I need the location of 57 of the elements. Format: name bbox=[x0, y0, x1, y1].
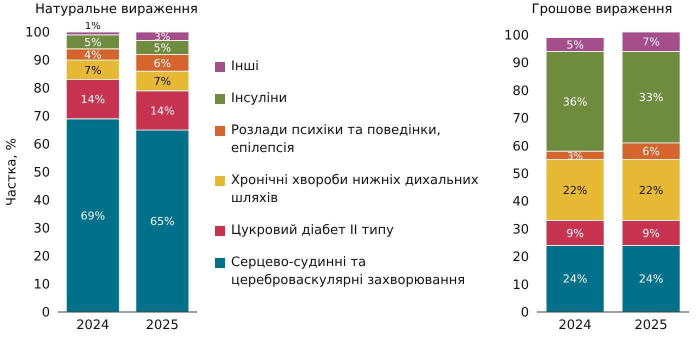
data-label: 36% bbox=[562, 95, 588, 108]
y-tick-label: 40 bbox=[512, 194, 529, 210]
data-label: 14% bbox=[150, 104, 175, 118]
data-label: 22% bbox=[638, 184, 664, 198]
legend-label: Хронічні хвороби нижніх дихальних шляхів bbox=[231, 172, 480, 208]
y-tick-label: 80 bbox=[512, 84, 529, 99]
data-label: 22% bbox=[562, 184, 588, 198]
data-label: 65% bbox=[150, 215, 175, 228]
data-label: 3% bbox=[154, 32, 170, 44]
data-label: 5% bbox=[154, 41, 172, 54]
legend-label: Розлади психіки та поведінки, епілепсія bbox=[231, 122, 442, 158]
data-label: 7% bbox=[642, 36, 660, 49]
x-tick-label: 2024 bbox=[558, 318, 592, 334]
data-label: 69% bbox=[80, 209, 106, 222]
text: Серцево-судинні та цереброваскулярні захворювання bbox=[231, 254, 466, 290]
x-tick-label: 2025 bbox=[146, 318, 179, 334]
x-tick-label: 2024 bbox=[76, 318, 110, 334]
y-tick-label: 30 bbox=[33, 222, 50, 237]
data-label: 9% bbox=[642, 226, 660, 240]
y-tick-label: 90 bbox=[33, 54, 50, 69]
data-label: 33% bbox=[638, 91, 664, 104]
y-tick-label: 90 bbox=[512, 56, 529, 72]
data-label: 14% bbox=[80, 93, 106, 106]
data-label: 6% bbox=[154, 56, 172, 70]
y-tick-label: 60 bbox=[512, 139, 529, 154]
chart-title: Грошове вираження bbox=[530, 1, 674, 19]
data-label: 7% bbox=[154, 75, 172, 88]
legend-label: Цукровий діабет II типу bbox=[231, 222, 394, 240]
y-tick-label: 70 bbox=[33, 110, 50, 125]
data-label: 4% bbox=[84, 48, 102, 62]
y-tick-label: 0 bbox=[42, 306, 50, 321]
y-tick-label: 0 bbox=[520, 306, 529, 321]
y-tick-label: 50 bbox=[33, 166, 50, 181]
data-label: 24% bbox=[562, 272, 588, 286]
y-tick-label: 20 bbox=[512, 250, 529, 266]
y-tick-label: 10 bbox=[33, 278, 50, 293]
data-label: 6% bbox=[642, 145, 660, 158]
y-tick-label: 100 bbox=[504, 28, 529, 44]
y-tick-label: 100 bbox=[25, 26, 50, 41]
y-tick-label: 50 bbox=[512, 167, 529, 182]
y-tick-label: 60 bbox=[33, 138, 50, 153]
y-tick-label: 80 bbox=[33, 82, 50, 97]
y-tick-label: 10 bbox=[512, 278, 529, 293]
data-label: 24% bbox=[638, 272, 664, 286]
data-label: 7% bbox=[84, 64, 102, 77]
legend-label: Інші bbox=[231, 58, 259, 76]
data-label: 9% bbox=[566, 226, 584, 240]
y-axis-title: Частка, % bbox=[4, 138, 20, 206]
x-tick-label: 2025 bbox=[634, 318, 668, 334]
data-label: 5% bbox=[84, 36, 102, 49]
data-label: 5% bbox=[566, 38, 584, 52]
y-tick-label: 40 bbox=[33, 194, 50, 209]
y-tick-label: 20 bbox=[33, 250, 50, 265]
y-tick-label: 30 bbox=[512, 222, 529, 238]
chart-title: Натуральне вираження bbox=[34, 1, 199, 19]
legend-label: Інсуліни bbox=[231, 90, 288, 108]
y-tick-label: 70 bbox=[512, 112, 529, 127]
